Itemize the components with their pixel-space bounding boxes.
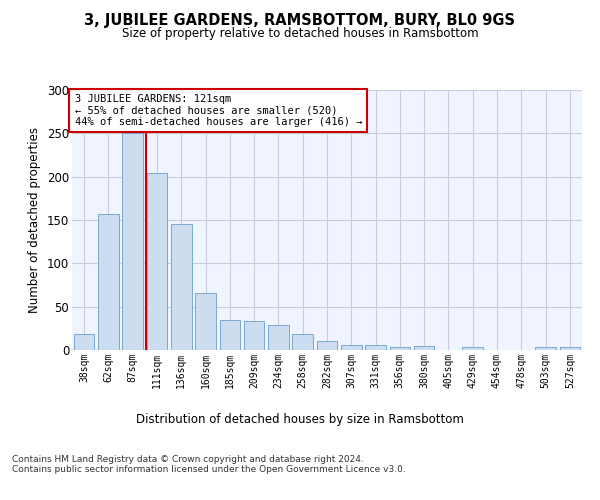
Text: Size of property relative to detached houses in Ramsbottom: Size of property relative to detached ho… [122,28,478,40]
Text: Distribution of detached houses by size in Ramsbottom: Distribution of detached houses by size … [136,412,464,426]
Bar [317,342,337,350]
Bar [195,293,216,350]
Text: 3, JUBILEE GARDENS, RAMSBOTTOM, BURY, BL0 9GS: 3, JUBILEE GARDENS, RAMSBOTTOM, BURY, BL… [85,12,515,28]
Text: 3 JUBILEE GARDENS: 121sqm
← 55% of detached houses are smaller (520)
44% of semi: 3 JUBILEE GARDENS: 121sqm ← 55% of detac… [74,94,362,127]
Y-axis label: Number of detached properties: Number of detached properties [28,127,41,313]
Bar [292,334,313,350]
Bar [244,322,265,350]
Bar [414,346,434,350]
Bar [535,348,556,350]
Bar [560,348,580,350]
Bar [171,224,191,350]
Bar [74,334,94,350]
Bar [365,345,386,350]
Bar [146,173,167,350]
Bar [463,348,483,350]
Bar [220,320,240,350]
Bar [341,345,362,350]
Bar [122,134,143,350]
Bar [389,346,410,350]
Bar [98,214,119,350]
Bar [268,325,289,350]
Text: Contains HM Land Registry data © Crown copyright and database right 2024.
Contai: Contains HM Land Registry data © Crown c… [12,455,406,474]
